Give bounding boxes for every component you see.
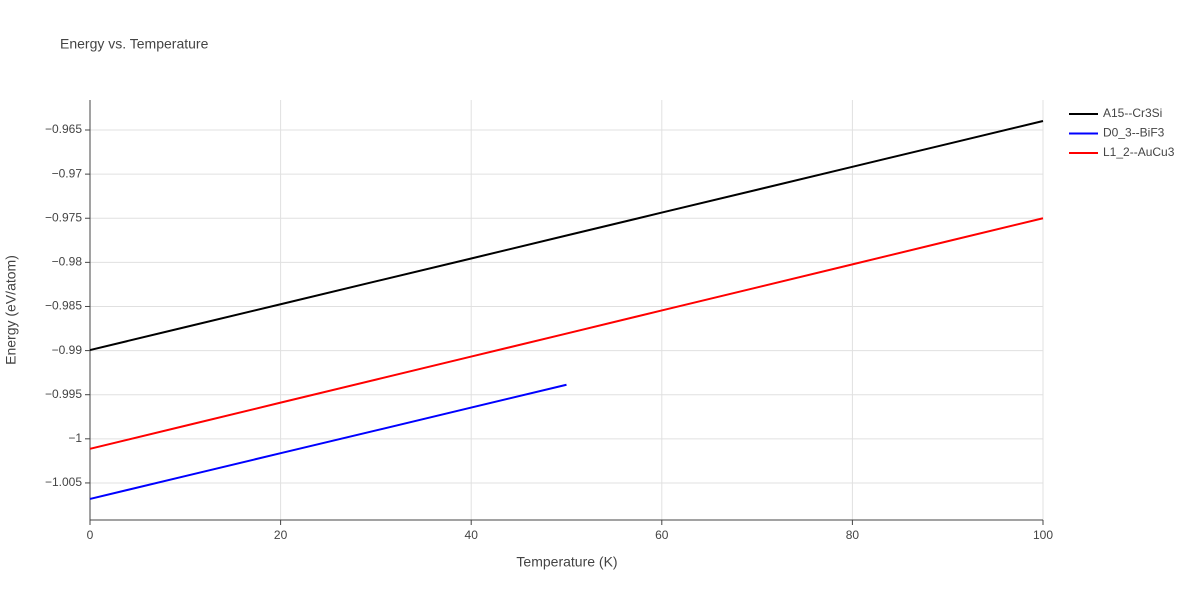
- y-tick-label: −0.98: [52, 255, 83, 269]
- y-tick-label: −0.97: [52, 166, 83, 180]
- line-series: [89, 383, 567, 500]
- y-tick-label: −0.99: [52, 343, 83, 357]
- y-tick-label: −0.985: [45, 299, 82, 313]
- x-tick-label: 100: [1033, 528, 1053, 542]
- line-series: [89, 120, 1044, 352]
- legend-label: L1_2--AuCu3: [1103, 145, 1175, 159]
- legend-label: D0_3--BiF3: [1103, 126, 1165, 140]
- y-tick-label: −1: [68, 431, 82, 445]
- chart-title: Energy vs. Temperature: [60, 36, 209, 52]
- x-tick-label: 20: [274, 528, 288, 542]
- x-tick-label: 0: [87, 528, 94, 542]
- legend-label: A15--Cr3Si: [1103, 106, 1162, 120]
- line-series: [89, 217, 1044, 450]
- y-tick-label: −0.965: [45, 122, 82, 136]
- y-tick-label: −1.005: [45, 475, 82, 489]
- y-tick-label: −0.975: [45, 210, 82, 224]
- x-axis-title: Temperature (K): [516, 554, 617, 570]
- y-axis-title: Energy (eV/atom): [3, 255, 19, 365]
- x-tick-label: 40: [465, 528, 479, 542]
- y-tick-label: −0.995: [45, 387, 82, 401]
- x-tick-label: 80: [846, 528, 860, 542]
- x-tick-label: 60: [655, 528, 669, 542]
